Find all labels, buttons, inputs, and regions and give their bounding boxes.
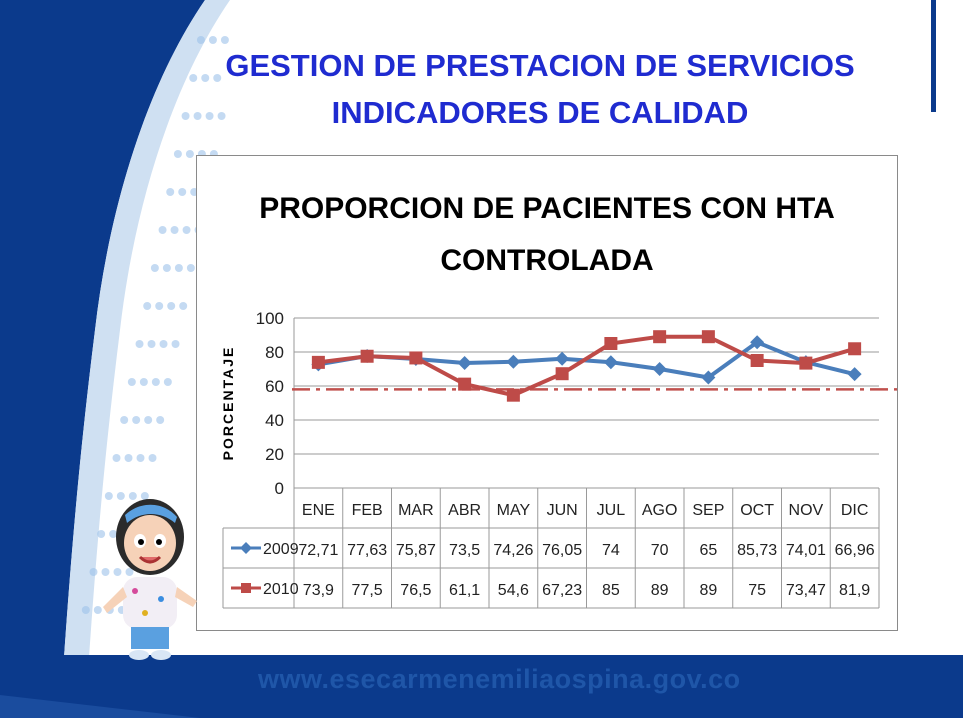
table-value-cell: 61,1 [449,582,480,599]
category-label: MAY [497,502,531,519]
table-value-cell: 76,5 [400,582,431,599]
table-value-cell: 67,23 [542,582,582,599]
y-tick-label: 100 [256,309,284,328]
data-point-2010 [750,354,764,367]
table-value-cell: 65 [699,542,717,559]
table-value-cell: 75 [748,582,766,599]
legend-series-name: 2010 [263,581,299,598]
chart-title-line-2: CONTROLADA [440,244,653,277]
table-value-cell: 74,26 [493,542,533,559]
series-line-2010 [318,334,856,398]
table-value-cell: 72,71 [298,542,338,559]
data-point-2010 [360,349,374,363]
footer-band [0,655,963,718]
data-point-2009 [701,370,716,385]
category-label: ENE [302,502,335,519]
legend-series-name: 2009 [263,541,299,558]
y-tick-label: 60 [265,377,284,396]
nurse-mascot-illustration [95,495,205,665]
slide-title-line-1: GESTION DE PRESTACION DE SERVICIOS [225,48,855,83]
slide-title-line-2: INDICADORES DE CALIDAD [331,95,749,130]
data-point-2009 [652,362,667,376]
table-value-cell: 89 [651,582,669,599]
y-tick-label: 40 [265,411,284,430]
table-value-cell: 77,63 [347,542,387,559]
line-chart: PROPORCION DE PACIENTES CON HTA CONTROLA… [220,192,897,609]
data-point-2009 [457,356,472,371]
data-point-2010 [799,356,813,370]
data-point-2010 [555,367,569,381]
data-point-2010 [848,342,862,356]
data-point-2010 [653,330,667,344]
footer-website-url: www.esecarmenemiliaospina.gov.co [258,664,741,694]
category-label: NOV [789,502,824,519]
table-value-cell: 89 [699,582,717,599]
table-value-cell: 73,47 [786,582,826,599]
chart-container: PROPORCION DE PACIENTES CON HTA CONTROLA… [196,155,898,631]
table-value-cell: 81,9 [839,582,870,599]
y-axis-label: PORCENTAJE [220,346,236,461]
data-point-2010 [311,355,325,369]
category-label: ABR [448,502,481,519]
data-point-2009 [750,335,765,350]
category-label: SEP [692,502,724,519]
table-value-cell: 73,5 [449,542,480,559]
table-value-cell: 85,73 [737,542,777,559]
table-value-cell: 85 [602,582,620,599]
y-tick-label: 80 [265,343,284,362]
slide-heading: GESTION DE PRESTACION DE SERVICIOS INDIC… [170,42,910,136]
data-point-2010 [409,351,423,365]
data-point-2009 [847,367,862,382]
category-label: OCT [740,502,774,519]
category-label: JUN [547,502,578,519]
table-value-cell: 54,6 [498,582,529,599]
table-value-cell: 66,96 [835,542,875,559]
legend-key-marker [240,542,252,554]
table-value-cell: 77,5 [352,582,383,599]
category-label: AGO [642,502,678,519]
data-point-2010 [506,388,520,402]
table-value-cell: 75,87 [396,542,436,559]
table-value-cell: 76,05 [542,542,582,559]
category-label: MAR [398,502,434,519]
category-label: FEB [352,502,383,519]
y-tick-label: 0 [275,479,284,498]
table-value-cell: 74,01 [786,542,826,559]
data-point-2010 [701,330,715,344]
category-label: DIC [841,502,869,519]
table-value-cell: 73,9 [303,582,334,599]
data-point-2010 [458,377,472,391]
y-tick-label: 20 [265,445,284,464]
data-point-2009 [506,354,521,369]
table-value-cell: 70 [651,542,669,559]
data-point-2010 [604,337,618,350]
data-point-2009 [555,351,570,366]
right-accent-bar [931,0,936,112]
legend-key-marker [241,583,251,593]
category-label: JUL [597,502,626,519]
table-value-cell: 74 [602,542,620,559]
chart-title-line-1: PROPORCION DE PACIENTES CON HTA [259,192,835,225]
data-point-2009 [603,355,618,370]
